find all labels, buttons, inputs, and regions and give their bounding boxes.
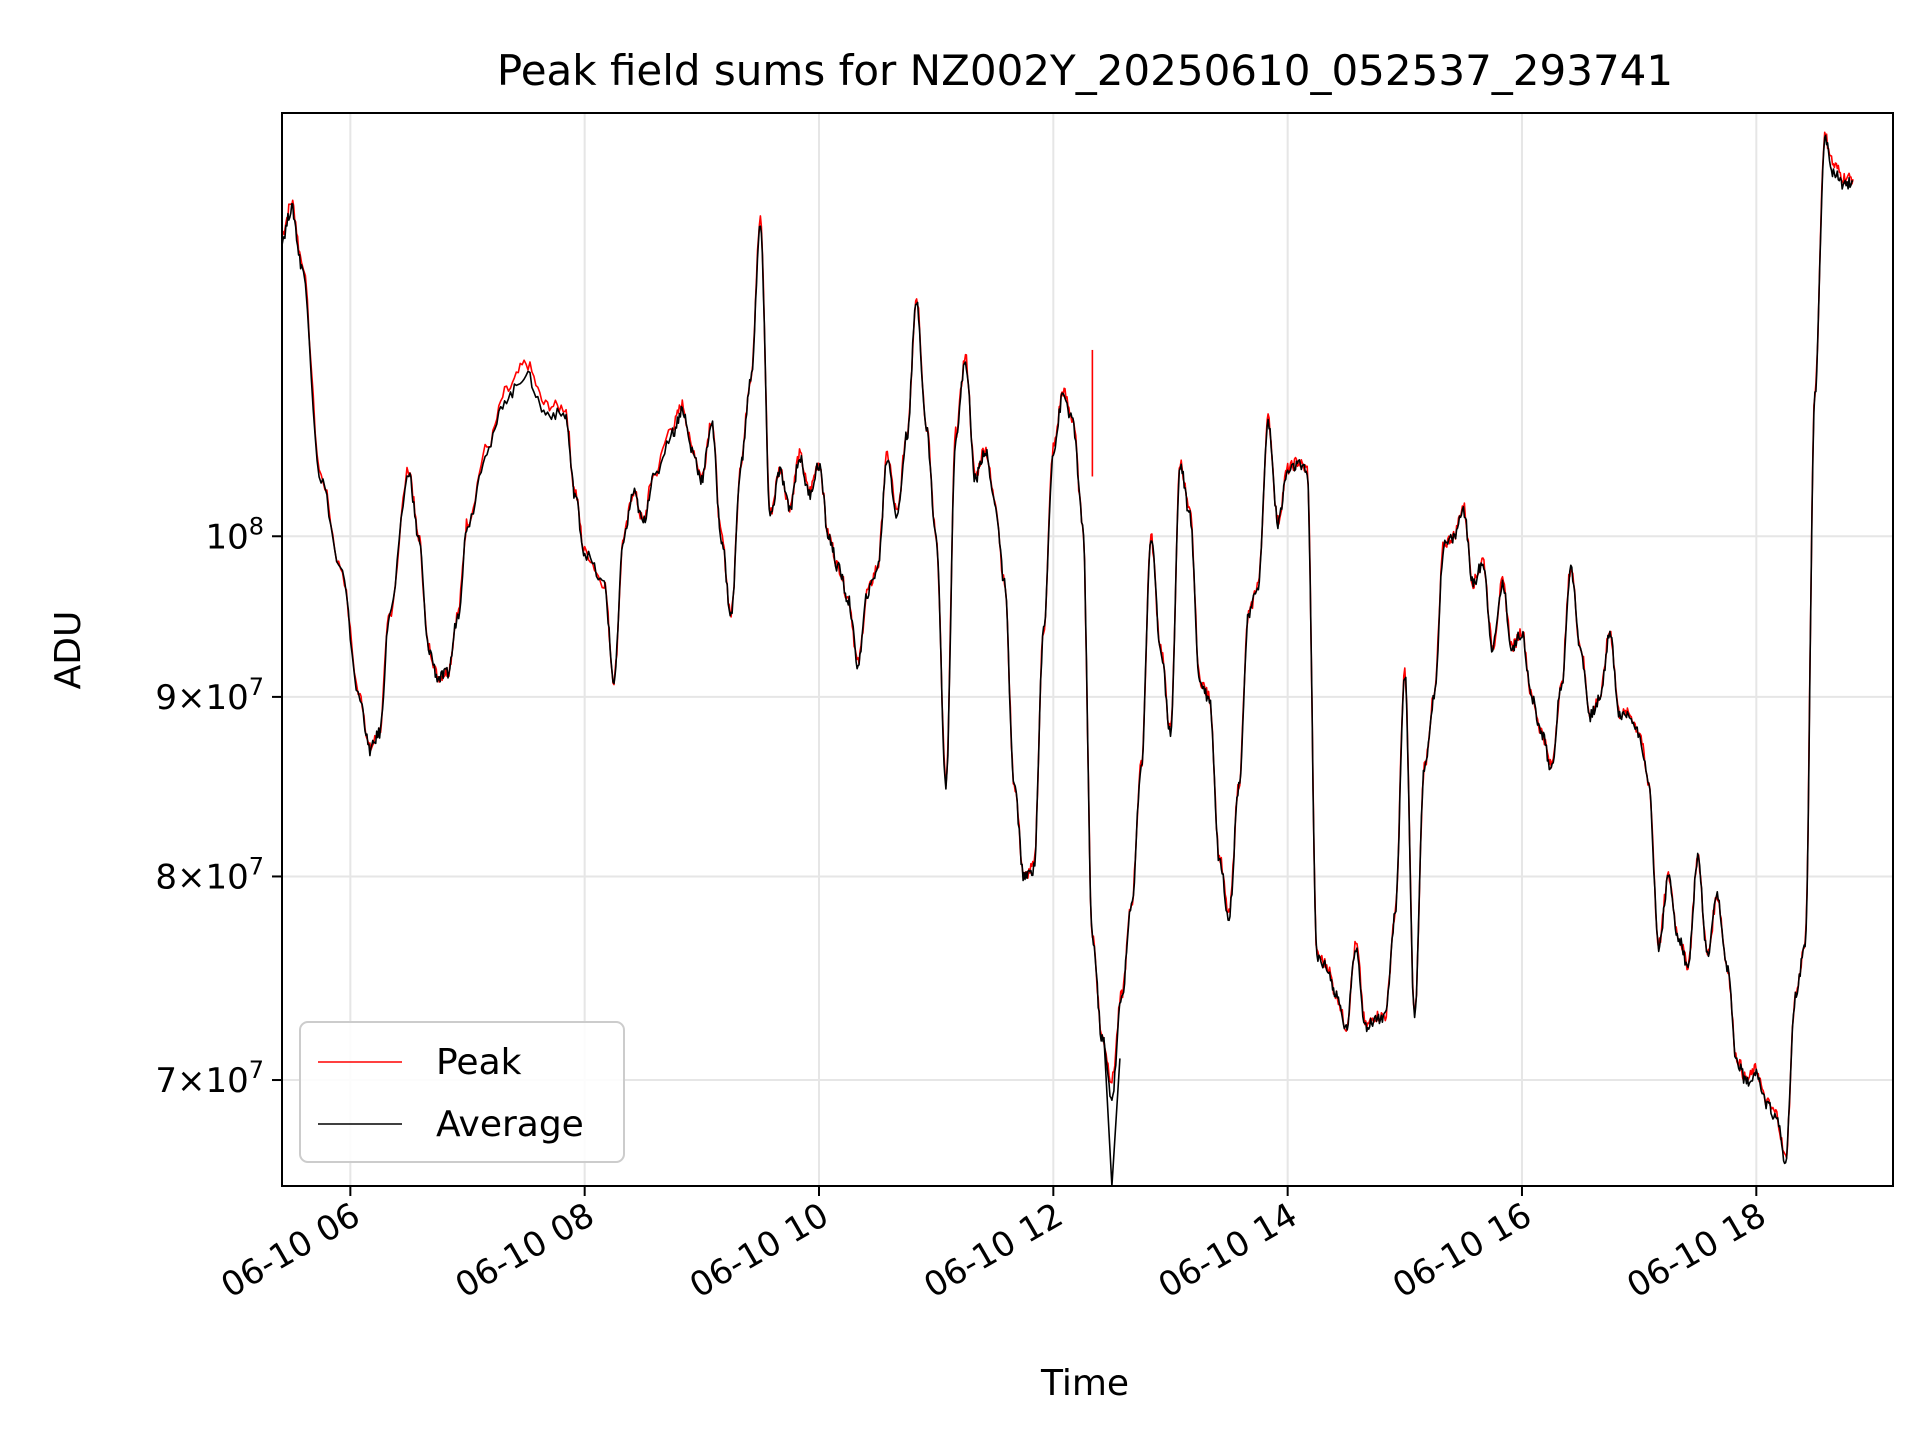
y-tick-label: 108 [205, 512, 264, 557]
y-tick-mantissa: 7 [155, 1061, 177, 1101]
legend: Peak Average [299, 1021, 625, 1163]
legend-label-peak: Peak [436, 1042, 522, 1083]
y-tick-label: 7×107 [155, 1056, 264, 1101]
series-line-average [282, 134, 1854, 1165]
y-tick-exponent: 7 [249, 1056, 264, 1084]
y-tick-mantissa: 8 [155, 857, 177, 897]
legend-box [299, 1021, 625, 1163]
y-axis-label: ADU [48, 611, 89, 690]
plot-frame [281, 112, 1894, 1187]
chart-title: Peak field sums for NZ002Y_20250610_0525… [497, 46, 1673, 95]
y-tick-exponent: 7 [249, 673, 264, 701]
average-dip-mark [1103, 1037, 1121, 1186]
y-tick-base: 10 [205, 857, 248, 897]
y-tick-base: 10 [205, 517, 248, 557]
x-axis-label: Time [1040, 1363, 1129, 1404]
y-tick-mantissa: 9 [155, 678, 177, 718]
y-tick-base: 10 [205, 1061, 248, 1101]
y-tick-exponent: 8 [249, 512, 264, 540]
y-tick-exponent: 7 [249, 852, 264, 880]
y-tick-label: 8×107 [155, 852, 264, 897]
y-tick-label: 9×107 [155, 673, 264, 718]
y-tick-base: 10 [205, 678, 248, 718]
series-layer [282, 131, 1854, 1186]
legend-label-average: Average [436, 1104, 584, 1145]
